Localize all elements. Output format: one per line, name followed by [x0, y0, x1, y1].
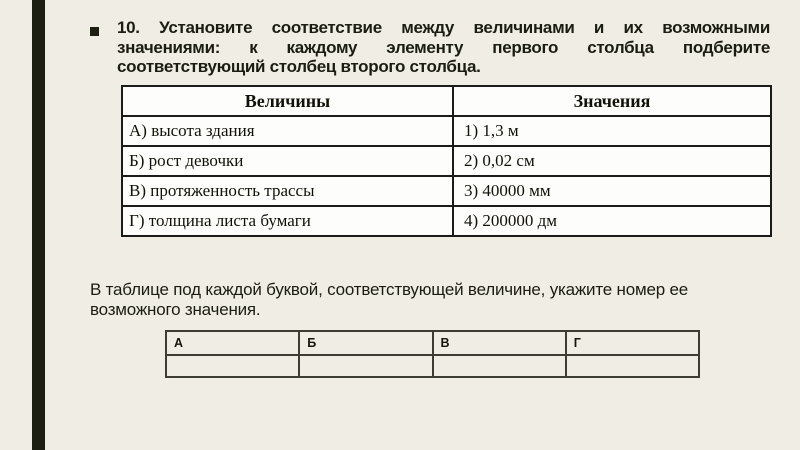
slide-title: 10. Установите соответствие между величи… — [117, 18, 770, 77]
match-table-header-row: Величины Значения — [121, 85, 772, 117]
answer-table-header-row: А Б В Г — [164, 330, 701, 356]
accent-bar — [32, 0, 45, 450]
quantity-cell-b: Б) рост девочки — [121, 145, 454, 177]
match-table-row-v: В) протяженность трассы 3) 40000 мм — [121, 175, 772, 207]
match-table-header-values: Значения — [452, 85, 772, 117]
match-table-row-b: Б) рост девочки 2) 0,02 см — [121, 145, 772, 177]
match-table-row-g: Г) толщина листа бумаги 4) 200000 дм — [121, 205, 772, 237]
value-cell-4: 4) 200000 дм — [452, 205, 772, 237]
quantity-cell-v: В) протяженность трассы — [121, 175, 454, 207]
value-cell-3: 3) 40000 мм — [452, 175, 772, 207]
answer-cell-a — [164, 354, 301, 378]
answer-cell-v — [431, 354, 567, 378]
title-line-1: 10. Установите соответствие между величи… — [117, 18, 770, 37]
title-line-2: значениями: к каждому элементу первого с… — [117, 37, 770, 57]
quantity-cell-a: А) высота здания — [121, 115, 454, 147]
instruction-line-1: В таблице под каждой буквой, соответству… — [90, 280, 688, 299]
quantity-cell-g: Г) толщина листа бумаги — [121, 205, 454, 237]
match-table: Величины Значения А) высота здания 1) 1,… — [121, 85, 772, 237]
instruction-text: В таблице под каждой буквой, соответству… — [90, 280, 785, 319]
answer-header-b: Б — [298, 330, 434, 356]
square-bullet-icon — [90, 27, 99, 36]
answer-cell-g — [564, 354, 701, 378]
answer-header-v: В — [431, 330, 567, 356]
answer-header-a: А — [164, 330, 301, 356]
value-cell-2: 2) 0,02 см — [452, 145, 772, 177]
answer-table-value-row — [164, 354, 701, 378]
instruction-line-2: возможного значения. — [90, 299, 261, 319]
answer-table: А Б В Г — [164, 330, 701, 378]
answer-header-g: Г — [564, 330, 701, 356]
match-table-row-a: А) высота здания 1) 1,3 м — [121, 115, 772, 147]
match-table-header-quantities: Величины — [121, 85, 454, 117]
value-cell-1: 1) 1,3 м — [452, 115, 772, 147]
title-line-3: соответствующий столбец второго столбца. — [117, 57, 481, 76]
answer-cell-b — [298, 354, 434, 378]
